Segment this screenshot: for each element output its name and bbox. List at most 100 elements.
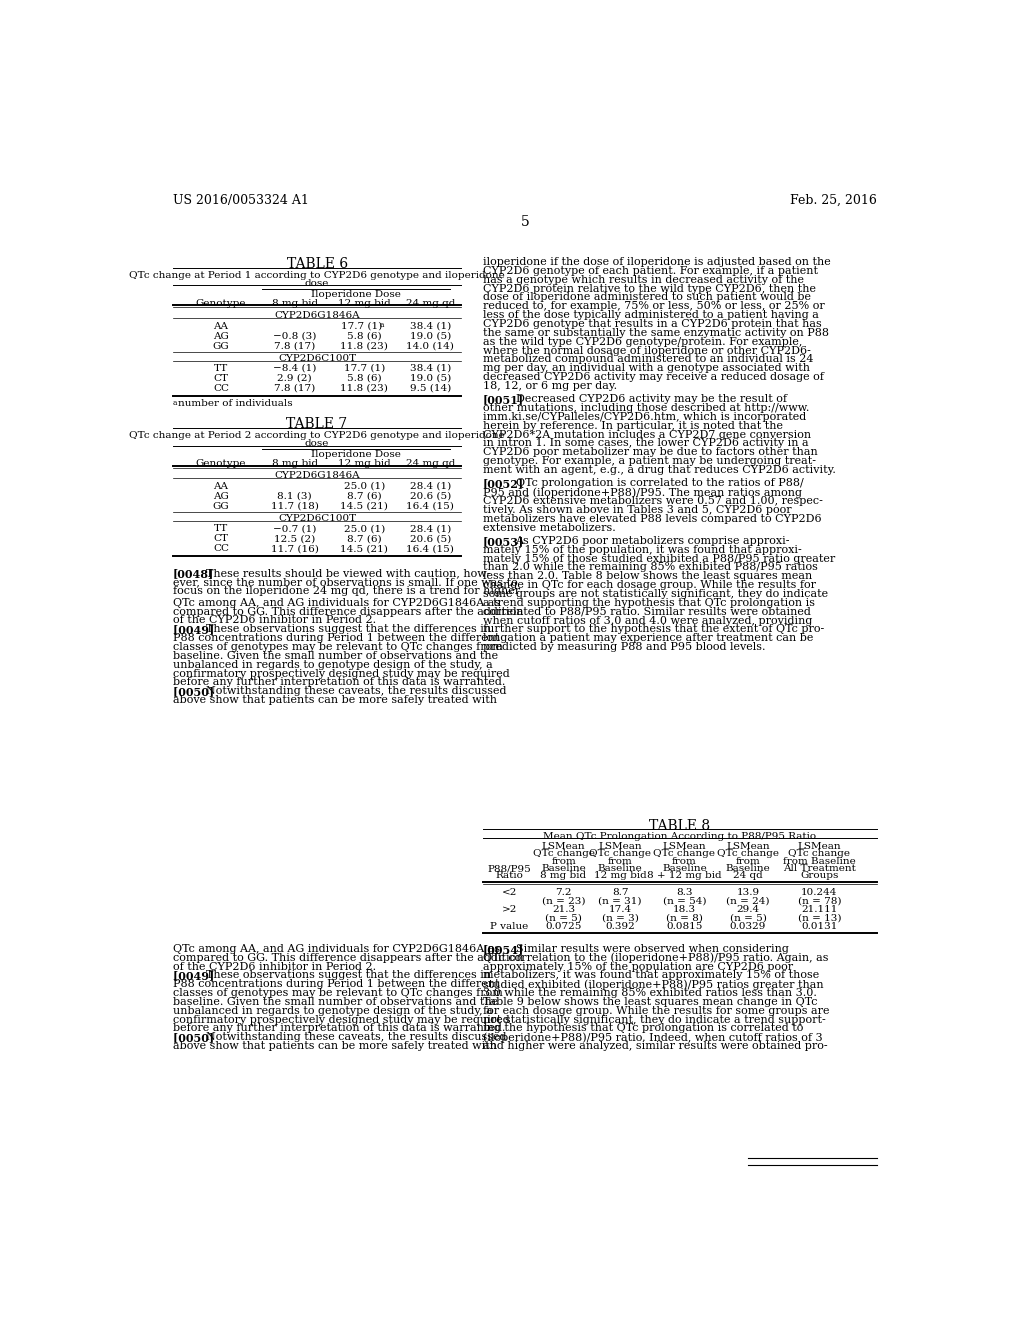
Text: imm.ki.se/CYPalleles/CYP2D6.htm, which is incorporated: imm.ki.se/CYPalleles/CYP2D6.htm, which i… xyxy=(483,412,806,422)
Text: number of individuals: number of individuals xyxy=(178,400,293,408)
Text: Genotype: Genotype xyxy=(196,300,246,309)
Text: CYP2D6C100T: CYP2D6C100T xyxy=(279,515,356,523)
Text: Mean QTc Prolongation According to P88/P95 Ratio: Mean QTc Prolongation According to P88/P… xyxy=(544,832,816,841)
Text: 11.8 (23): 11.8 (23) xyxy=(340,384,388,393)
Text: TT: TT xyxy=(214,524,228,533)
Text: 11.7 (18): 11.7 (18) xyxy=(270,502,318,511)
Text: AA: AA xyxy=(213,482,228,491)
Text: GG: GG xyxy=(213,502,229,511)
Text: 0.392: 0.392 xyxy=(605,923,635,931)
Text: TABLE 7: TABLE 7 xyxy=(287,417,348,432)
Text: (n = 31): (n = 31) xyxy=(598,896,642,906)
Text: predicted by measuring P88 and P95 blood levels.: predicted by measuring P88 and P95 blood… xyxy=(483,642,766,652)
Text: LSMean: LSMean xyxy=(663,842,707,851)
Text: than 2.0 while the remaining 85% exhibited P88/P95 ratios: than 2.0 while the remaining 85% exhibit… xyxy=(483,562,818,573)
Text: baseline. Given the small number of observations and the: baseline. Given the small number of obse… xyxy=(173,651,498,661)
Text: CC: CC xyxy=(213,384,229,393)
Text: CYP2D6 genotype that results in a CYP2D6 protein that has: CYP2D6 genotype that results in a CYP2D6… xyxy=(483,319,821,329)
Text: 7.8 (17): 7.8 (17) xyxy=(274,342,315,351)
Text: [0053]: [0053] xyxy=(483,536,524,546)
Text: CT: CT xyxy=(213,535,228,543)
Text: extensive metabolizers.: extensive metabolizers. xyxy=(483,523,615,532)
Text: Baseline: Baseline xyxy=(541,865,586,873)
Text: ment with an agent, e.g., a drug that reduces CYP2D6 activity.: ment with an agent, e.g., a drug that re… xyxy=(483,465,836,475)
Text: studied exhibited (iloperidone+P88)/P95 ratios greater than: studied exhibited (iloperidone+P88)/P95 … xyxy=(483,979,823,990)
Text: LSMean: LSMean xyxy=(726,842,770,851)
Text: confirmatory prospectively designed study may be required: confirmatory prospectively designed stud… xyxy=(173,668,510,678)
Text: −0.7 (1): −0.7 (1) xyxy=(273,524,316,533)
Text: 12 mg bid: 12 mg bid xyxy=(338,459,391,469)
Text: classes of genotypes may be relevant to QTc changes from: classes of genotypes may be relevant to … xyxy=(173,642,503,652)
Text: 0.0725: 0.0725 xyxy=(546,923,582,931)
Text: [0049]: [0049] xyxy=(173,970,218,981)
Text: P88 concentrations during Period 1 between the different: P88 concentrations during Period 1 betwe… xyxy=(173,634,500,643)
Text: Notwithstanding these caveats, the results discussed: Notwithstanding these caveats, the resul… xyxy=(206,686,506,696)
Text: 2.9 (2): 2.9 (2) xyxy=(278,374,312,383)
Text: LSMean: LSMean xyxy=(598,842,642,851)
Text: 16.4 (15): 16.4 (15) xyxy=(407,544,455,553)
Text: 8 mg bid: 8 mg bid xyxy=(271,300,317,309)
Text: from: from xyxy=(551,857,575,866)
Text: has a genotype which results in decreased activity of the: has a genotype which results in decrease… xyxy=(483,275,804,285)
Text: 17.4: 17.4 xyxy=(608,906,632,915)
Text: 18.3: 18.3 xyxy=(673,906,696,915)
Text: when cutoff ratios of 3.0 and 4.0 were analyzed, providing: when cutoff ratios of 3.0 and 4.0 were a… xyxy=(483,615,812,626)
Text: ing the hypothesis that QTc prolongation is correlated to: ing the hypothesis that QTc prolongation… xyxy=(483,1023,803,1034)
Text: above show that patients can be more safely treated with: above show that patients can be more saf… xyxy=(173,696,497,705)
Text: 25.0 (1): 25.0 (1) xyxy=(344,482,385,491)
Text: CYP2D6 poor metabolizer may be due to factors other than: CYP2D6 poor metabolizer may be due to fa… xyxy=(483,447,818,457)
Text: 20.6 (5): 20.6 (5) xyxy=(410,492,451,500)
Text: where the normal dosage of iloperidone or other CYP2D6-: where the normal dosage of iloperidone o… xyxy=(483,346,811,355)
Text: confirmatory prospectively designed study may be required: confirmatory prospectively designed stud… xyxy=(173,1015,510,1024)
Text: 5.8 (6): 5.8 (6) xyxy=(347,374,382,383)
Text: −0.8 (3): −0.8 (3) xyxy=(273,331,316,341)
Text: These results should be viewed with caution, how-: These results should be viewed with caut… xyxy=(206,568,490,578)
Text: 12 mg bid: 12 mg bid xyxy=(338,300,391,309)
Text: 0.0131: 0.0131 xyxy=(801,923,838,931)
Text: 10.244: 10.244 xyxy=(801,888,838,898)
Text: metabolized compound administered to an individual is 24: metabolized compound administered to an … xyxy=(483,354,813,364)
Text: 38.4 (1): 38.4 (1) xyxy=(410,364,451,374)
Text: (n = 5): (n = 5) xyxy=(545,913,582,923)
Text: Notwithstanding these caveats, the results discussed: Notwithstanding these caveats, the resul… xyxy=(206,1032,506,1043)
Text: longation a patient may experience after treatment can be: longation a patient may experience after… xyxy=(483,634,813,643)
Text: TT: TT xyxy=(214,364,228,374)
Text: CYP2D6G1846A: CYP2D6G1846A xyxy=(274,471,359,480)
Text: P88 concentrations during Period 1 between the different: P88 concentrations during Period 1 betwe… xyxy=(173,979,500,989)
Text: from Baseline: from Baseline xyxy=(783,857,856,866)
Text: 12.5 (2): 12.5 (2) xyxy=(274,535,315,543)
Text: not statistically significant, they do indicate a trend support-: not statistically significant, they do i… xyxy=(483,1015,825,1024)
Text: 8 mg bid: 8 mg bid xyxy=(271,459,317,469)
Text: Iloperidone Dose: Iloperidone Dose xyxy=(311,290,400,300)
Text: 8.7 (6): 8.7 (6) xyxy=(347,535,382,543)
Text: AA: AA xyxy=(213,322,228,330)
Text: TABLE 8: TABLE 8 xyxy=(649,818,711,833)
Text: P95 and (iloperidone+P88)/P95. The mean ratios among: P95 and (iloperidone+P88)/P95. The mean … xyxy=(483,487,802,498)
Text: [0051]: [0051] xyxy=(483,395,524,405)
Text: 38.4 (1): 38.4 (1) xyxy=(410,322,451,330)
Text: 7.8 (17): 7.8 (17) xyxy=(274,384,315,393)
Text: CYP2D6 protein relative to the wild type CYP2D6, then the: CYP2D6 protein relative to the wild type… xyxy=(483,284,816,293)
Text: above show that patients can be more safely treated with: above show that patients can be more saf… xyxy=(173,1041,497,1051)
Text: (n = 3): (n = 3) xyxy=(602,913,639,923)
Text: These observations suggest that the differences in: These observations suggest that the diff… xyxy=(206,970,490,981)
Text: CYP2D6C100T: CYP2D6C100T xyxy=(279,354,356,363)
Text: 24 mg qd: 24 mg qd xyxy=(406,459,455,469)
Text: other mutations, including those described at http://www.: other mutations, including those describ… xyxy=(483,403,809,413)
Text: (n = 78): (n = 78) xyxy=(798,896,841,906)
Text: focus on the iloperidone 24 mg qd, there is a trend for higher: focus on the iloperidone 24 mg qd, there… xyxy=(173,586,520,595)
Text: QTc change at Period 1 according to CYP2D6 genotype and iloperidone: QTc change at Period 1 according to CYP2… xyxy=(129,271,505,280)
Text: 8.7 (6): 8.7 (6) xyxy=(347,492,382,500)
Text: 0.0815: 0.0815 xyxy=(667,923,702,931)
Text: 11.8 (23): 11.8 (23) xyxy=(340,342,388,351)
Text: dose: dose xyxy=(305,280,330,288)
Text: Decreased CYP2D6 activity may be the result of: Decreased CYP2D6 activity may be the res… xyxy=(515,395,786,404)
Text: ever, since the number of observations is small. If one was to: ever, since the number of observations i… xyxy=(173,577,518,587)
Text: 0.0329: 0.0329 xyxy=(730,923,766,931)
Text: 28.4 (1): 28.4 (1) xyxy=(410,524,451,533)
Text: change in QTc for each dosage group. While the results for: change in QTc for each dosage group. Whi… xyxy=(483,581,816,590)
Text: 29.4: 29.4 xyxy=(736,906,760,915)
Text: from: from xyxy=(672,857,696,866)
Text: All Treatment: All Treatment xyxy=(783,865,856,873)
Text: [0054]: [0054] xyxy=(483,944,524,954)
